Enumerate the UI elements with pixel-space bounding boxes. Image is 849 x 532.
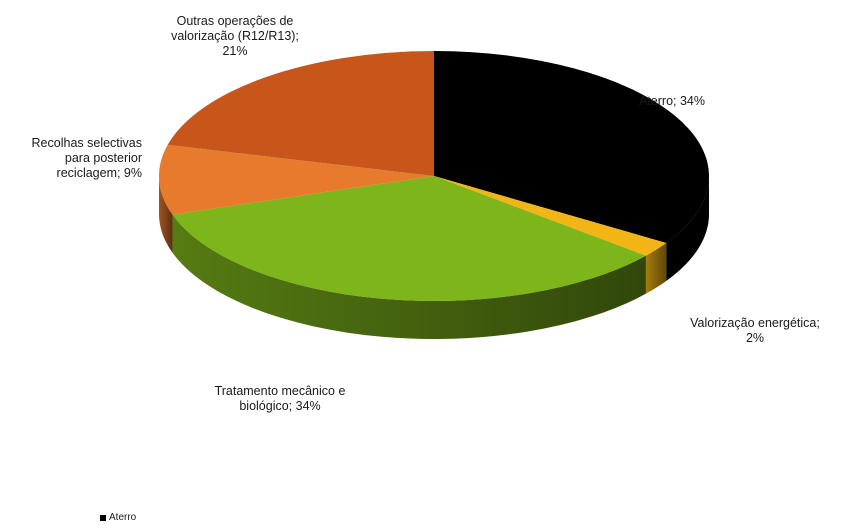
slice-valorizacao-energetica xyxy=(434,176,667,256)
slice-recolhas-selectivas-para-posterior-reciclagem xyxy=(159,144,435,215)
slice-label-tratamento: Tratamento mecânico e biológico; 34% xyxy=(214,384,346,413)
slice-side-shade-valorizacao-energetica xyxy=(645,242,667,294)
slice-side-shade-recolhas-selectivas-para-posterior-reciclagem xyxy=(159,176,173,253)
slice-side-shade-tratamento-mecanico-e-biologico xyxy=(172,214,646,340)
slice-label-recolhas: Recolhas selectivas para posterior recic… xyxy=(31,136,142,180)
legend-swatch xyxy=(100,514,106,521)
slice-label-outras: Outras operações de valorização (R12/R13… xyxy=(171,14,299,58)
slice-side-shade-aterro xyxy=(666,176,709,281)
slice-tratamento-mecanico-e-biologico xyxy=(172,176,646,301)
slice-label-valorizacao: Valorização energética; 2% xyxy=(690,316,820,345)
slice-label-aterro: Aterro; 34% xyxy=(639,94,706,108)
legend: Aterro xyxy=(100,512,136,523)
slice-aterro xyxy=(434,51,709,243)
legend-label: Aterro xyxy=(109,512,137,523)
slice-outras-operacoes-de-valorizacao-r12-r13 xyxy=(167,51,434,176)
